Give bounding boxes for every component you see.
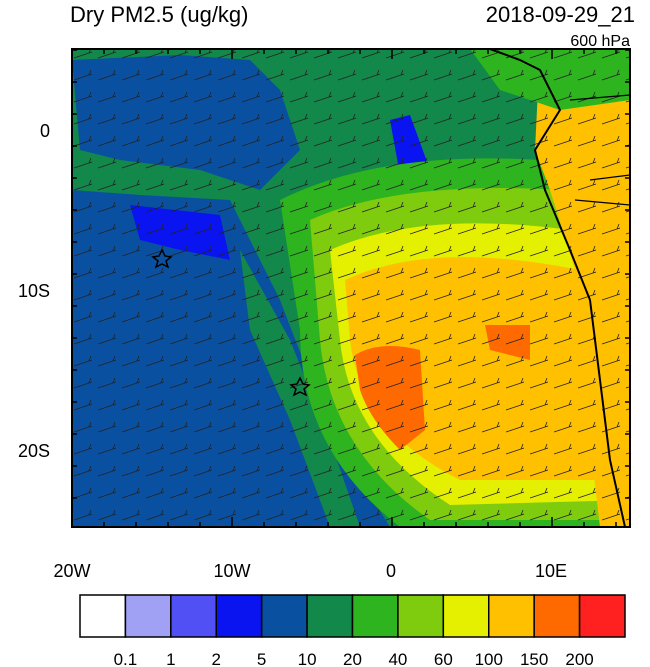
field — [72, 49, 630, 527]
colorbar-box — [442, 594, 490, 638]
colorbar-label: 60 — [434, 650, 453, 667]
x-label: 10W — [213, 561, 250, 581]
stars — [151, 248, 311, 397]
colorbar-label: 2 — [212, 650, 221, 667]
y-label: 0 — [40, 121, 50, 141]
x-label: 0 — [386, 561, 396, 581]
x-label: 10E — [535, 561, 567, 581]
colorbar-label: 150 — [520, 650, 548, 667]
ticks — [71, 49, 630, 527]
colorbar-box — [124, 594, 172, 638]
title: Dry PM2.5 (ug/kg) — [70, 2, 249, 27]
colorbar-label: 20 — [343, 650, 362, 667]
colorbar-box — [533, 594, 581, 638]
colorbar-label: 100 — [475, 650, 503, 667]
y-label: 20S — [18, 441, 50, 461]
colorbar-label: 1 — [166, 650, 175, 667]
colorbar-box — [578, 594, 626, 638]
x-label: 20W — [53, 561, 90, 581]
colorbar-label: 5 — [257, 650, 266, 667]
colorbar-box — [170, 594, 217, 638]
colorbar-box — [79, 594, 127, 638]
colorbar-label: 10 — [298, 650, 317, 667]
level: 600 hPa — [570, 33, 630, 50]
colorbar-box — [306, 594, 354, 638]
colorbar-box — [397, 594, 445, 638]
colorbar-label: 200 — [565, 650, 593, 667]
colorbar-box — [351, 594, 399, 638]
axis-labels: 0 10S 20S 20W 10W 0 10E — [18, 121, 567, 581]
y-label: 10S — [18, 281, 50, 301]
map-frame — [71, 48, 631, 528]
colorbar-label: 0.1 — [114, 650, 138, 667]
date: 2018-09-29_21 — [486, 2, 635, 27]
colorbar: 0.1 1 2 5 10 20 40 60 100 150 200 — [79, 594, 626, 667]
colorbar-box — [260, 594, 308, 638]
colorbar-label: 40 — [388, 650, 407, 667]
colorbar-box — [488, 594, 535, 638]
colorbar-box — [215, 594, 263, 638]
